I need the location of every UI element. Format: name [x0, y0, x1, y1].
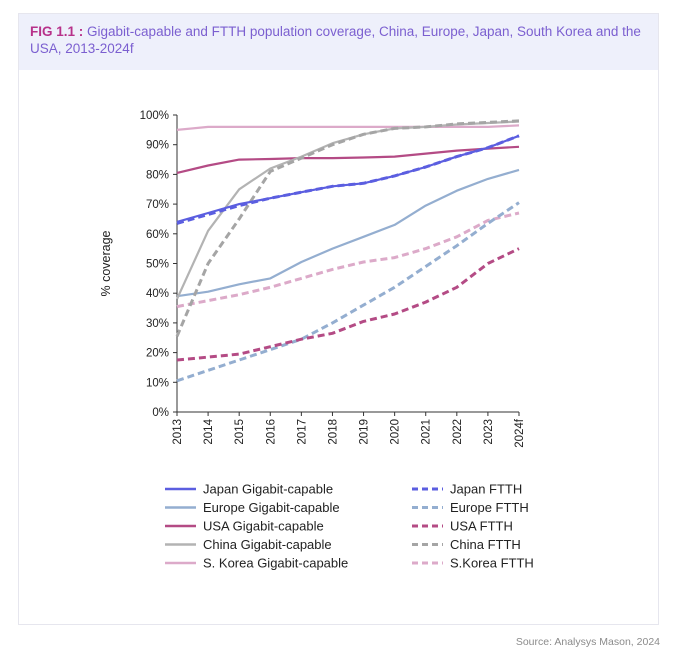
series-line-usa-ftth: [176, 247, 520, 362]
x-tick-label: 2023: [483, 419, 495, 445]
series-line-japan-gigabit-capable: [176, 134, 520, 223]
series-line-china-gigabit-capable: [175, 120, 520, 300]
y-axis-title: % coverage: [99, 230, 113, 296]
series-line-japan-ftth: [176, 134, 520, 225]
legend-label: Japan FTTH: [450, 482, 522, 497]
figure-label: FIG 1.1 :: [30, 24, 84, 39]
x-tick-label: 2018: [327, 419, 339, 445]
y-tick-label: 100%: [140, 110, 169, 122]
x-tick-label: 2021: [421, 419, 433, 445]
figure-title: FIG 1.1 : Gigabit-capable and FTTH popul…: [30, 23, 647, 57]
legend-label: China FTTH: [450, 537, 521, 552]
legend-label: USA Gigabit-capable: [203, 519, 324, 534]
x-tick-label: 2017: [296, 419, 308, 445]
x-tick-label: 2013: [172, 419, 184, 445]
y-tick-label: 80%: [146, 169, 169, 181]
legend-label: Japan Gigabit-capable: [203, 482, 333, 497]
x-tick-label: 2015: [234, 419, 246, 445]
legend-label: USA FTTH: [450, 519, 513, 534]
x-tick-label: 2019: [359, 419, 371, 445]
figure-card: FIG 1.1 : Gigabit-capable and FTTH popul…: [18, 13, 659, 625]
source-note: Source: Analysys Mason, 2024: [515, 636, 660, 648]
series-line-europe-gigabit-capable: [176, 168, 520, 298]
y-tick-label: 90%: [146, 140, 169, 152]
y-tick-label: 20%: [146, 348, 169, 360]
figure-title-text: Gigabit-capable and FTTH population cove…: [30, 24, 641, 56]
y-tick-label: 50%: [146, 259, 169, 271]
figure-header: FIG 1.1 : Gigabit-capable and FTTH popul…: [19, 14, 658, 70]
y-tick-label: 60%: [146, 229, 169, 241]
x-tick-label: 2014: [203, 418, 215, 444]
x-tick-label: 2016: [265, 419, 277, 445]
legend-label: S.Korea FTTH: [450, 556, 534, 571]
x-tick-label: 2024f: [514, 418, 526, 448]
legend-label: S. Korea Gigabit-capable: [203, 556, 348, 571]
series-line-usa-gigabit-capable: [176, 145, 520, 174]
x-tick-label: 2020: [390, 419, 402, 445]
series-line-s-korea-ftth: [176, 211, 520, 309]
series-line-europe-ftth: [176, 201, 520, 383]
x-tick-label: 2022: [452, 419, 464, 445]
y-tick-label: 0%: [152, 407, 169, 419]
legend-label: Europe Gigabit-capable: [203, 500, 340, 515]
legend-label: China Gigabit-capable: [203, 537, 332, 552]
y-tick-label: 70%: [146, 199, 169, 211]
series-line-s-korea-gigabit-capable: [176, 124, 520, 131]
y-tick-label: 30%: [146, 318, 169, 330]
series-line-china-ftth: [175, 119, 520, 337]
y-tick-label: 40%: [146, 288, 169, 300]
y-tick-label: 10%: [146, 377, 169, 389]
legend-label: Europe FTTH: [450, 500, 529, 515]
